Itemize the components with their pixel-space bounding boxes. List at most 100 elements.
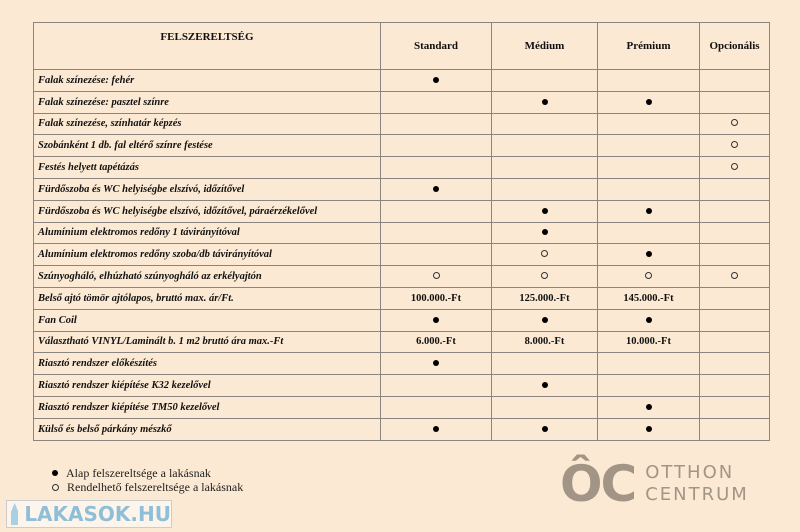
cell	[699, 112, 770, 136]
row-label: Belső ajtó tömör ajtólapos, bruttó max. …	[33, 286, 381, 310]
table-row: Választható VINYL/Laminált b. 1 m2 brutt…	[33, 330, 770, 354]
cell	[597, 112, 700, 136]
cell	[699, 69, 770, 92]
cell	[380, 265, 492, 288]
col-medium: Médium	[491, 22, 598, 70]
cell	[380, 112, 492, 136]
cell: 10.000.-Ft	[597, 330, 700, 354]
cell	[699, 374, 770, 397]
row-label: Szobánként 1 db. fal eltérő színre festé…	[33, 134, 381, 158]
lakasok-logo: LAKASOK.HU	[6, 500, 172, 528]
cell	[699, 417, 770, 441]
cell	[380, 69, 492, 92]
cell	[380, 417, 492, 441]
table-row: Külső és belső párkány mészkő	[33, 417, 770, 441]
row-label: Festés helyett tapétázás	[33, 156, 381, 179]
cell	[699, 243, 770, 267]
filled-dot-icon	[433, 76, 439, 83]
table-row: Fan Coil	[33, 308, 770, 332]
filled-dot-icon	[433, 316, 439, 323]
filled-dot-icon	[645, 316, 652, 323]
cell	[491, 352, 598, 376]
row-label: Riasztó rendszer kiépítése K32 kezelővel	[33, 374, 381, 397]
cell	[699, 177, 770, 201]
col-premium: Prémium	[597, 22, 700, 70]
row-label: Fan Coil	[33, 308, 381, 332]
filled-dot-icon	[541, 425, 548, 432]
filled-dot-icon	[541, 207, 548, 214]
hollow-dot-icon	[731, 272, 738, 280]
cell	[597, 199, 700, 223]
header-title: FELSZERELTSÉG	[33, 22, 381, 70]
filled-dot-icon	[645, 403, 652, 410]
legend-item: Rendelhető felszereltsége a lakásnak	[52, 480, 243, 494]
cell	[491, 177, 598, 201]
table-row: Alumínium elektromos redőny 1 távirányít…	[33, 221, 770, 245]
cell	[491, 156, 598, 179]
cell	[699, 395, 770, 419]
cell	[597, 156, 700, 179]
cell	[699, 156, 770, 179]
cell	[380, 177, 492, 201]
cell	[699, 308, 770, 332]
row-label: Falak színezése, színhatár képzés	[33, 112, 381, 136]
row-label: Riasztó rendszer kiépítése TM50 kezelőve…	[33, 395, 381, 419]
cell	[597, 90, 700, 114]
cell	[380, 134, 492, 158]
hollow-dot-icon	[731, 119, 738, 127]
cell	[597, 395, 700, 419]
cell	[380, 221, 492, 245]
row-label: Választható VINYL/Laminált b. 1 m2 brutt…	[33, 330, 381, 354]
hollow-dot-icon	[645, 272, 652, 280]
table-row: Riasztó rendszer kiépítése TM50 kezelőve…	[33, 395, 770, 419]
filled-dot-icon	[541, 382, 548, 389]
filled-dot-icon	[433, 425, 439, 432]
table-row: Fürdőszoba és WC helyiségbe elszívó, idő…	[33, 177, 770, 201]
filled-dot-icon	[645, 98, 652, 105]
cell	[380, 199, 492, 223]
table-row: Falak színezése: pasztel színre	[33, 90, 770, 114]
table-row: Szúnyogháló, elhúzható szúnyogháló az er…	[33, 265, 770, 288]
cell	[597, 221, 700, 245]
table-row: Belső ajtó tömör ajtólapos, bruttó max. …	[33, 286, 770, 310]
filled-dot-icon	[645, 207, 652, 214]
cell	[491, 395, 598, 419]
house-icon	[11, 503, 19, 525]
row-label: Szúnyogháló, elhúzható szúnyogháló az er…	[33, 265, 381, 288]
cell	[699, 90, 770, 114]
row-label: Riasztó rendszer előkészítés	[33, 352, 381, 376]
table-header: FELSZERELTSÉG Standard Médium Prémium Op…	[33, 22, 770, 70]
cell	[491, 374, 598, 397]
cell	[597, 177, 700, 201]
row-label: Fürdőszoba és WC helyiségbe elszívó, idő…	[33, 177, 381, 201]
cell	[491, 90, 598, 114]
legend: Alap felszereltsége a lakásnak Rendelhet…	[52, 466, 243, 494]
cell: 8.000.-Ft	[491, 330, 598, 354]
cell	[491, 265, 598, 288]
hollow-dot-icon	[731, 141, 738, 149]
filled-dot-icon	[645, 251, 652, 258]
filled-dot-icon	[645, 425, 652, 432]
col-standard: Standard	[380, 22, 492, 70]
legend-label: Alap felszereltsége a lakásnak	[66, 465, 211, 480]
table-row: Szobánként 1 db. fal eltérő színre festé…	[33, 134, 770, 158]
cell	[380, 156, 492, 179]
cell	[491, 243, 598, 267]
cell	[597, 308, 700, 332]
cell: 145.000.-Ft	[597, 286, 700, 310]
table-row: Alumínium elektromos redőny szoba/db táv…	[33, 243, 770, 267]
cell	[597, 243, 700, 267]
cell	[491, 199, 598, 223]
filled-dot-icon	[541, 316, 548, 323]
cell	[699, 199, 770, 223]
cell	[380, 90, 492, 114]
table-row: Riasztó rendszer előkészítés	[33, 352, 770, 376]
cell	[597, 134, 700, 158]
table-row: Falak színezése, színhatár képzés	[33, 112, 770, 136]
cell	[699, 221, 770, 245]
cell	[597, 265, 700, 288]
row-label: Külső és belső párkány mészkő	[33, 417, 381, 441]
filled-dot-icon	[541, 229, 548, 236]
cell	[380, 352, 492, 376]
cell	[699, 265, 770, 288]
